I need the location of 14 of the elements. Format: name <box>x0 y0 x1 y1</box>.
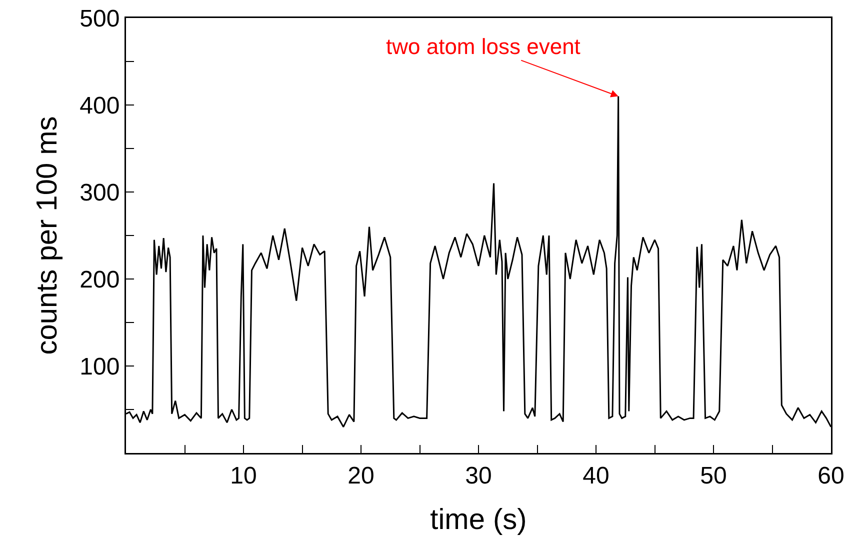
y-tick-label: 500 <box>80 5 120 32</box>
y-tick-label: 400 <box>80 92 120 120</box>
x-tick-label: 50 <box>700 462 727 490</box>
x-tick-label: 40 <box>582 462 610 490</box>
x-axis-title: time (s) <box>430 504 527 536</box>
y-tick-label: 100 <box>80 353 120 380</box>
x-tick-label: 30 <box>465 462 492 490</box>
annotation: two atom loss event <box>386 34 580 59</box>
x-tick-label: 20 <box>348 462 374 490</box>
x-tick-label: 60 <box>818 462 844 490</box>
y-tick-label: 300 <box>80 179 120 206</box>
y-axis-title: counts per 100 ms <box>31 116 64 355</box>
x-tick-label: 10 <box>230 462 257 490</box>
y-tick-label: 200 <box>80 266 120 294</box>
